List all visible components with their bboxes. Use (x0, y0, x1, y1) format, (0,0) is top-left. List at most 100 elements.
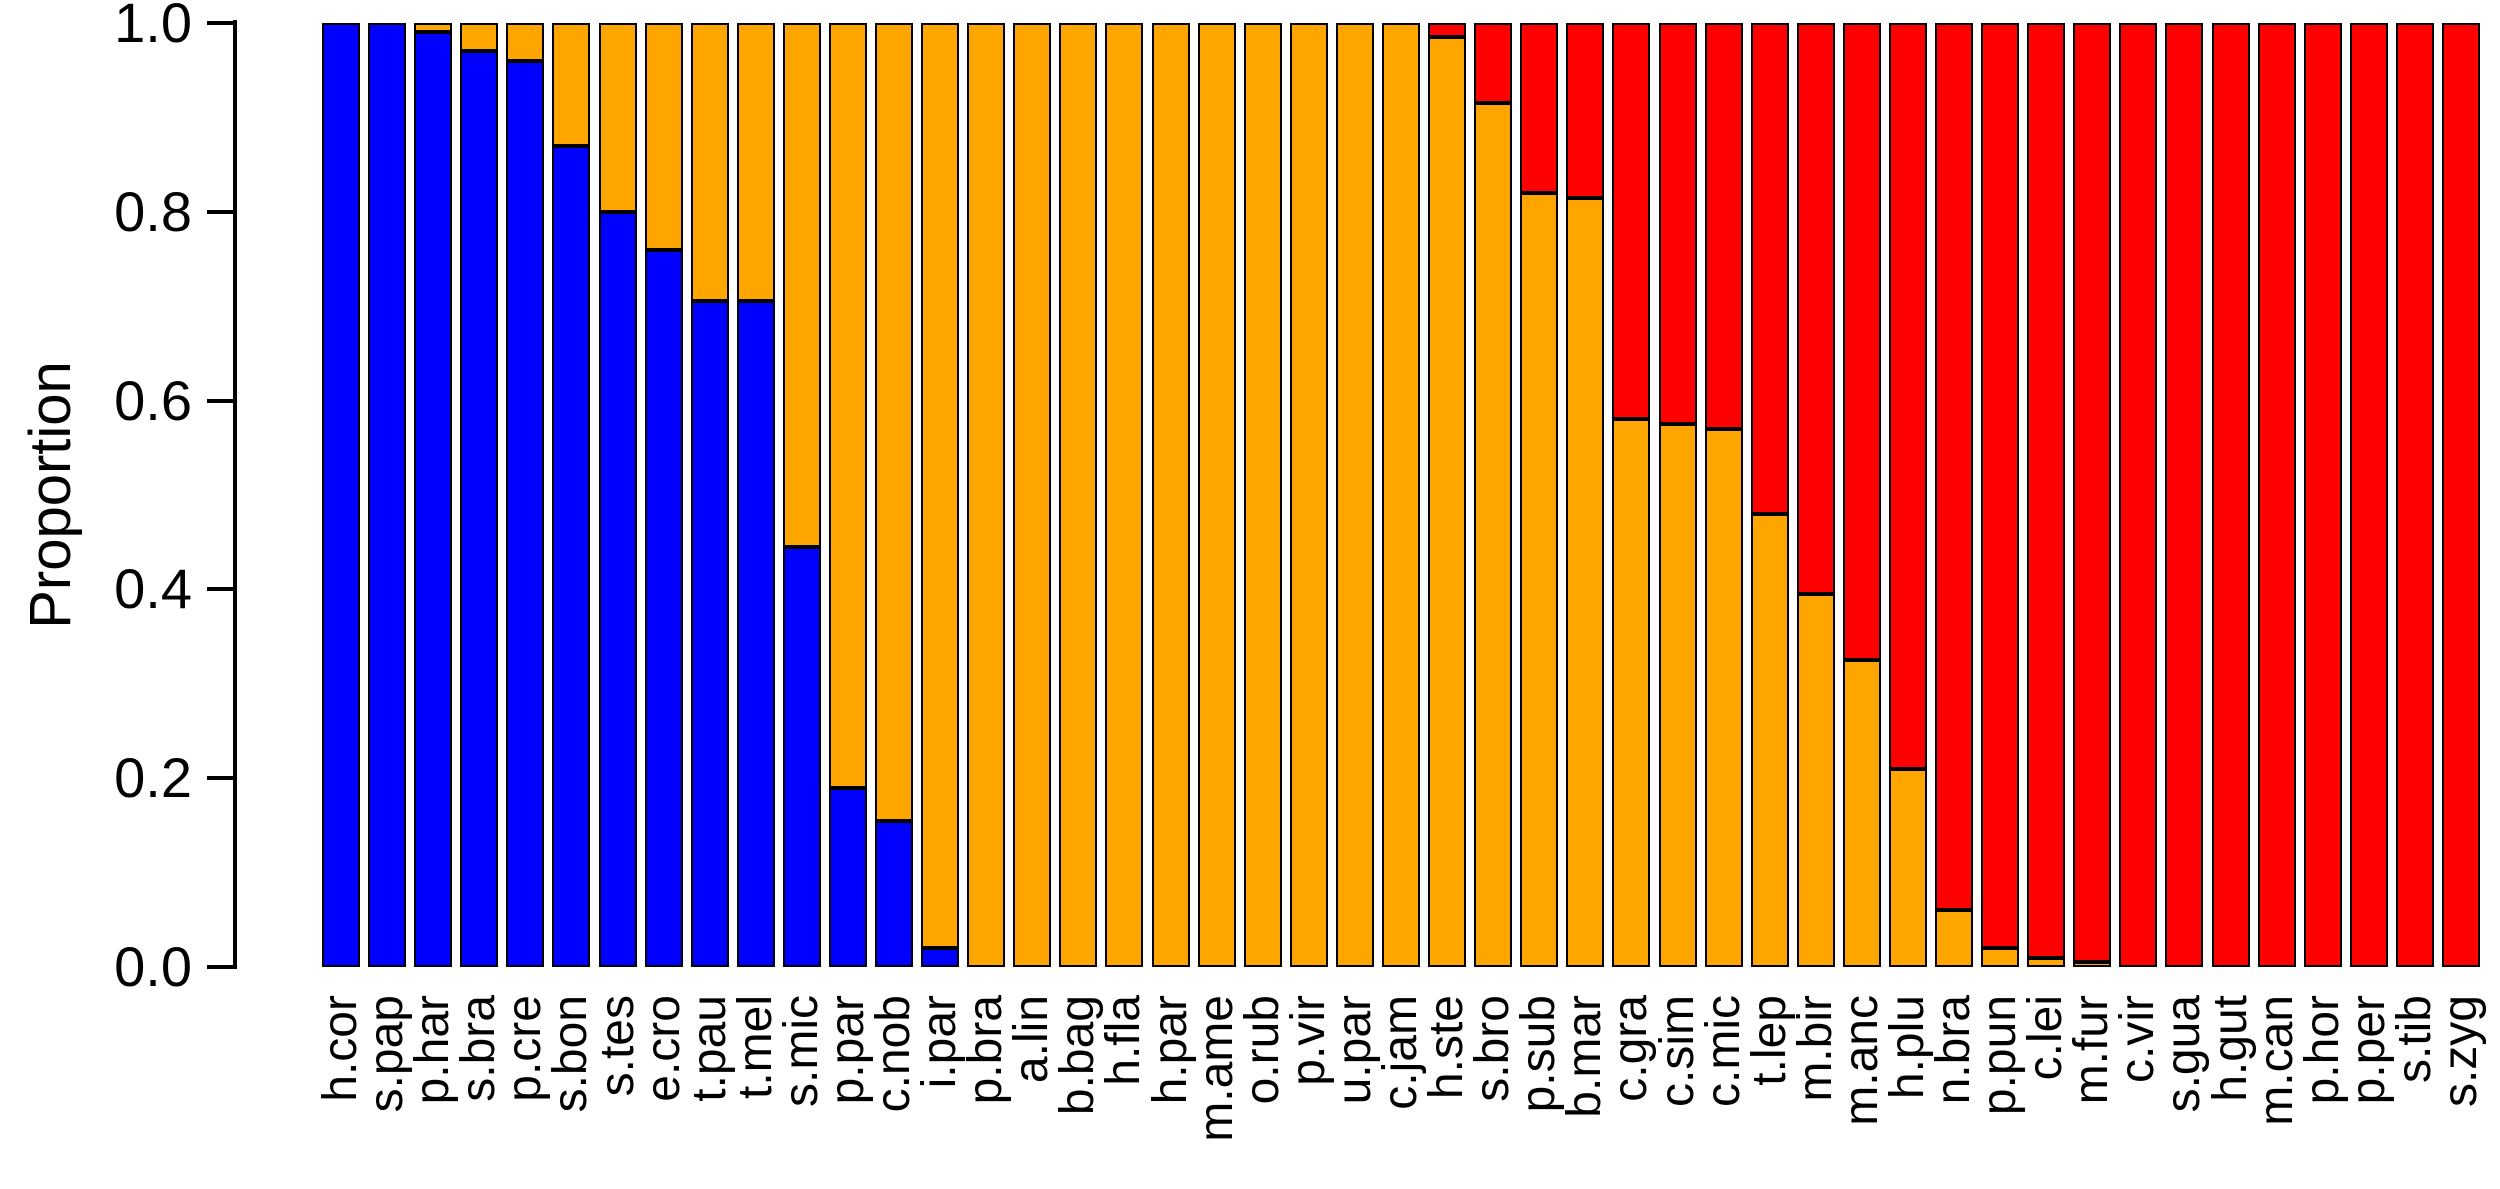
x-axis-label: m.ame (1189, 995, 1243, 1142)
x-axis-label: c.lei (2019, 995, 2073, 1081)
bar-n.bra (1935, 23, 1974, 967)
x-axis-label: m.can (2249, 995, 2303, 1126)
bar-segment-cluster-orange (1474, 103, 1513, 967)
x-axis-label: e.cro (636, 995, 690, 1102)
bar-segment-cluster-orange (1197, 23, 1236, 967)
bar-s.pap (368, 23, 407, 967)
bar-segment-cluster-orange (1796, 594, 1835, 967)
bar-b.bag (1059, 23, 1098, 967)
bar-segment-cluster-red (1981, 23, 2020, 949)
bar-segment-cluster-red (2027, 23, 2066, 958)
bar-b.mar (1566, 23, 1605, 967)
x-axis-label: s.gua (2157, 995, 2211, 1113)
bar-c.sim (1658, 23, 1697, 967)
bar-segment-cluster-orange (875, 23, 914, 821)
bar-segment-cluster-orange (690, 23, 729, 302)
bar-segment-cluster-orange (1013, 23, 1052, 967)
x-axis-label: s.bon (544, 995, 598, 1113)
bar-e.cro (644, 23, 683, 967)
bar-h.cor (322, 23, 361, 967)
x-axis-label: m.anc (1834, 995, 1888, 1126)
y-axis-tick-label: 0.4 (114, 557, 192, 621)
bar-s.zyg (2441, 23, 2480, 967)
x-axis-label: t.lep (1742, 995, 1796, 1086)
x-axis-label: h.par (1143, 995, 1197, 1105)
bar-segment-cluster-orange (2073, 962, 2112, 967)
bar-t.mel (736, 23, 775, 967)
bar-segment-cluster-orange (1842, 660, 1881, 967)
x-axis-label: s.bra (452, 995, 506, 1102)
x-axis-label: s.tes (590, 995, 644, 1097)
x-axis-label: p.hor (2295, 995, 2349, 1105)
bar-p.har (414, 23, 453, 967)
x-axis-label: s.pap (360, 995, 414, 1113)
x-axis-label: p.pun (1973, 995, 2027, 1116)
bar-h.gut (2211, 23, 2250, 967)
bar-m.fur (2073, 23, 2112, 967)
bar-segment-cluster-red (1520, 23, 1559, 193)
bar-p.sub (1520, 23, 1559, 967)
bar-segment-cluster-red (1428, 23, 1467, 38)
y-axis-line (233, 20, 237, 969)
x-axis-label: c.gra (1604, 995, 1658, 1102)
bar-segment-cluster-red (1704, 23, 1743, 429)
x-axis-label: b.mar (1558, 995, 1612, 1118)
bar-segment-cluster-orange (1335, 23, 1374, 967)
bar-segment-cluster-blue (598, 211, 637, 967)
x-axis-label: m.bir (1788, 995, 1842, 1102)
bar-segment-cluster-orange (506, 23, 545, 61)
x-axis-label: s.mic (774, 995, 828, 1107)
bar-segment-cluster-orange (1520, 192, 1559, 967)
bar-segment-cluster-red (2441, 23, 2480, 967)
bar-segment-cluster-orange (1566, 197, 1605, 967)
bar-h.plu (1888, 23, 1927, 967)
x-axis-label: p.sub (1512, 995, 1566, 1113)
bar-segment-cluster-red (1888, 23, 1927, 769)
bar-segment-cluster-orange (828, 23, 867, 788)
x-axis-label: c.mic (1696, 995, 1750, 1107)
bar-segment-cluster-red (1566, 23, 1605, 198)
bar-p.pun (1981, 23, 2020, 967)
bar-segment-cluster-blue (506, 60, 545, 967)
bar-segment-cluster-red (1935, 23, 1974, 911)
bar-segment-cluster-blue (875, 820, 914, 967)
y-axis-tick (207, 776, 234, 781)
bar-i.par (921, 23, 960, 967)
bar-m.ame (1197, 23, 1236, 967)
x-axis-label: m.fur (2065, 995, 2119, 1105)
bar-segment-cluster-blue (460, 51, 499, 967)
bar-segment-cluster-red (1612, 23, 1651, 420)
bar-p.par (828, 23, 867, 967)
bar-segment-cluster-blue (736, 301, 775, 967)
bar-segment-cluster-red (2257, 23, 2296, 967)
bar-p.vir (1289, 23, 1328, 967)
bar-segment-cluster-orange (1289, 23, 1328, 967)
y-axis-tick (207, 398, 234, 403)
x-axis-label: h.ste (1420, 995, 1474, 1100)
bar-segment-cluster-red (2073, 23, 2112, 963)
bar-segment-cluster-blue (921, 948, 960, 967)
bar-m.can (2257, 23, 2296, 967)
bar-a.lin (1013, 23, 1052, 967)
bar-segment-cluster-orange (1612, 419, 1651, 967)
bar-c.gra (1612, 23, 1651, 967)
bar-segment-cluster-orange (967, 23, 1006, 967)
x-axis-label: p.par (820, 995, 874, 1105)
bar-segment-cluster-blue (322, 23, 361, 967)
x-axis-label: h.plu (1880, 995, 1934, 1100)
bar-segment-cluster-orange (414, 23, 453, 33)
bar-segment-cluster-blue (644, 249, 683, 967)
bar-s.tes (598, 23, 637, 967)
bar-s.bro (1474, 23, 1513, 967)
y-axis-tick (207, 587, 234, 592)
y-axis-tick-label: 0.8 (114, 179, 192, 243)
x-axis-label: c.nob (867, 995, 921, 1113)
x-axis-label: p.per (2341, 995, 2395, 1105)
bar-c.jam (1382, 23, 1420, 967)
x-axis-label: s.zyg (2433, 995, 2487, 1108)
bar-segment-cluster-orange (1704, 428, 1743, 967)
x-axis-label: o.rub (1235, 995, 1289, 1105)
x-axis-label: h.gut (2203, 995, 2257, 1102)
x-axis-label: p.cre (498, 995, 552, 1102)
